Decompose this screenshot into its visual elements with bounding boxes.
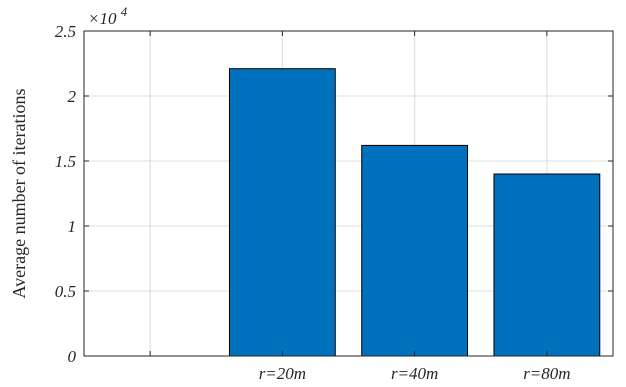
x-tick-label: r=80m [523, 364, 570, 383]
y-ticks-layer: 0 0.5 1 1.5 2 2.5 [55, 22, 613, 366]
x-tick-label: r=20m [259, 364, 306, 383]
y-tick-label: 2.5 [55, 22, 76, 41]
y-tick-label: 2 [68, 87, 77, 106]
y-tick-label: 0.5 [55, 282, 76, 301]
y-tick-label: 1 [68, 217, 77, 236]
bar-r=20m [228, 68, 336, 357]
y-tick-label: 1.5 [55, 152, 76, 171]
bar-r=80m [493, 173, 601, 357]
exponent-base: ×10 [88, 9, 117, 28]
exponent-power: 4 [121, 4, 128, 19]
x-tick-label: r=40m [391, 364, 438, 383]
y-axis-exponent-label: ×10 4 [88, 4, 128, 28]
plot-frame [83, 30, 614, 357]
y-axis-title: Average number of iterations [9, 88, 29, 298]
y-tick-label: 0 [68, 347, 77, 366]
bar-r=40m [361, 144, 469, 357]
x-ticks-layer: r=20m r=40m r=80m [149, 31, 571, 383]
